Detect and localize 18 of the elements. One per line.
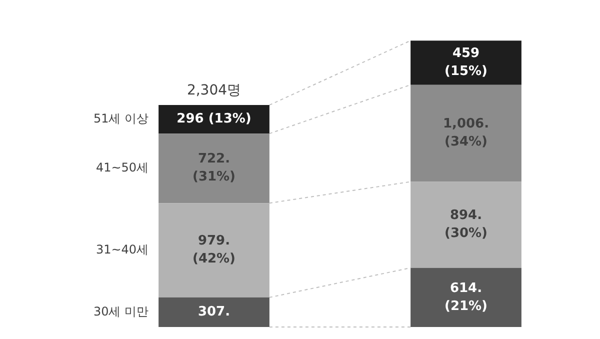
bar [410, 84, 522, 182]
data-label: 1,006. (34%) [442, 116, 490, 150]
data-label: 722. (31%) [192, 152, 236, 185]
data-label: 307. [198, 304, 230, 320]
data-label: 979. (42%) [192, 234, 236, 267]
bar [410, 40, 522, 85]
data-label: 894. (30%) [444, 208, 488, 242]
series-label: 31~40세 [96, 242, 149, 256]
series-label: 30세 미만 [93, 304, 149, 318]
series-label: 51세 이상 [93, 111, 149, 126]
data-label: 459 (15%) [444, 46, 488, 80]
series-label: 41~50세 [96, 160, 149, 174]
bar [410, 268, 522, 327]
data-label: 296 (13%) [176, 112, 252, 127]
total-label: 2,304명 [186, 82, 242, 99]
bar [158, 297, 270, 327]
data-label: 614. (21%) [444, 280, 488, 314]
bar [158, 134, 270, 204]
